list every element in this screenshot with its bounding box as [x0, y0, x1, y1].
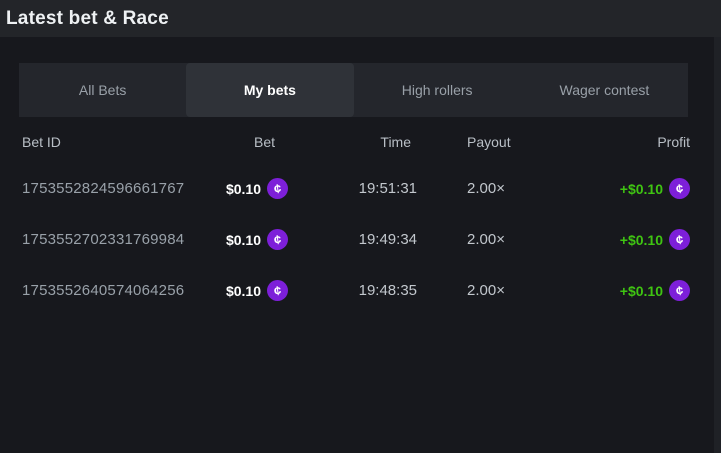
coin-icon: ¢ — [267, 280, 288, 301]
profit-value: +$0.10 — [619, 282, 663, 299]
table-row[interactable]: 1753552824596661767 $0.10 ¢ 19:51:31 2.0… — [22, 163, 690, 214]
payout-value: 2.00× — [467, 282, 505, 299]
time-value: 19:48:35 — [358, 282, 417, 299]
col-header-payout: Payout — [467, 134, 511, 150]
col-header-time: Time — [380, 134, 411, 150]
coin-icon: ¢ — [267, 178, 288, 199]
bets-tabbar: All Bets My bets High rollers Wager cont… — [19, 63, 688, 117]
profit-cell: +$0.10 ¢ — [537, 229, 690, 250]
coin-glyph: ¢ — [272, 282, 283, 299]
time-value: 19:49:34 — [358, 231, 417, 248]
col-header-bet: Bet — [253, 134, 275, 150]
coin-glyph: ¢ — [674, 231, 685, 248]
coin-icon: ¢ — [267, 229, 288, 250]
coin-icon: ¢ — [669, 280, 690, 301]
bet-id-value: 1753552702331769984 — [22, 231, 185, 248]
tab-high-rollers[interactable]: High rollers — [401, 82, 473, 98]
page-title: Latest bet & Race — [6, 7, 169, 29]
coin-glyph: ¢ — [674, 180, 685, 197]
col-header-profit: Profit — [657, 134, 690, 150]
coin-glyph: ¢ — [674, 282, 685, 299]
time-value: 19:51:31 — [358, 180, 417, 197]
tab-my-bets[interactable]: My bets — [186, 63, 354, 117]
table-header-row: Bet ID Bet Time Payout Profit — [22, 127, 690, 157]
bet-amount: $0.10 — [225, 180, 261, 197]
profit-value: +$0.10 — [619, 180, 663, 197]
adjacent-panel-edge — [714, 37, 721, 453]
bet-id-value: 1753552640574064256 — [22, 282, 185, 299]
table-body: 1753552824596661767 $0.10 ¢ 19:51:31 2.0… — [22, 163, 690, 316]
bet-amount: $0.10 — [225, 231, 261, 248]
profit-cell: +$0.10 ¢ — [537, 178, 690, 199]
coin-icon: ¢ — [669, 229, 690, 250]
tab-all-bets[interactable]: All Bets — [78, 82, 127, 98]
bets-table: Bet ID Bet Time Payout Profit 1753552824… — [22, 127, 690, 316]
table-row[interactable]: 1753552702331769984 $0.10 ¢ 19:49:34 2.0… — [22, 214, 690, 265]
coin-glyph: ¢ — [272, 231, 283, 248]
coin-icon: ¢ — [669, 178, 690, 199]
bet-cell: $0.10 ¢ — [226, 178, 288, 199]
payout-value: 2.00× — [467, 180, 505, 197]
bet-cell: $0.10 ¢ — [226, 229, 288, 250]
bet-amount: $0.10 — [225, 282, 261, 299]
bet-id-value: 1753552824596661767 — [22, 180, 185, 197]
profit-value: +$0.10 — [619, 231, 663, 248]
coin-glyph: ¢ — [272, 180, 283, 197]
tab-wager-contest[interactable]: Wager contest — [559, 82, 650, 98]
col-header-bet-id: Bet ID — [22, 134, 61, 150]
bet-cell: $0.10 ¢ — [226, 280, 288, 301]
table-row[interactable]: 1753552640574064256 $0.10 ¢ 19:48:35 2.0… — [22, 265, 690, 316]
payout-value: 2.00× — [467, 231, 505, 248]
profit-cell: +$0.10 ¢ — [537, 280, 690, 301]
panel-header: Latest bet & Race — [0, 0, 721, 37]
